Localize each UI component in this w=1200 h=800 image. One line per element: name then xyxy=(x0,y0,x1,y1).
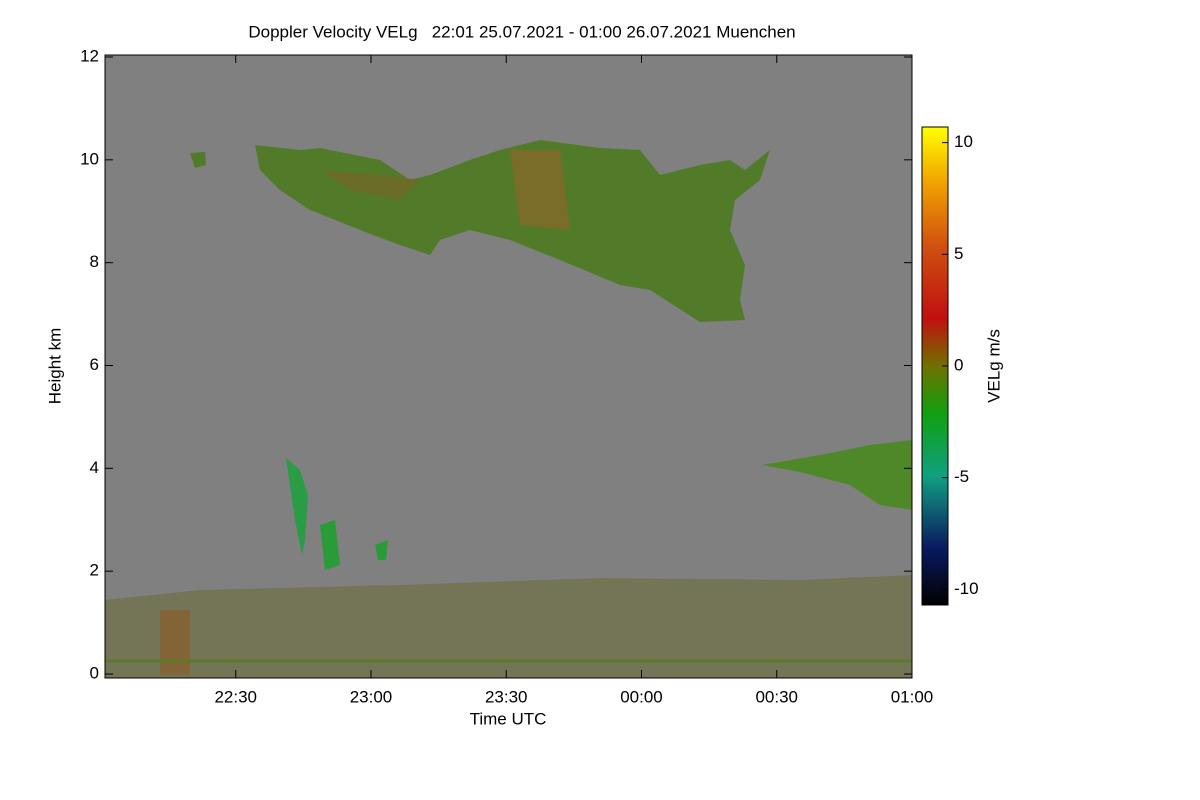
y-tick-label: 12 xyxy=(80,46,99,65)
chart-title: Doppler Velocity VELg 22:01 25.07.2021 -… xyxy=(248,22,795,41)
x-tick-label: 00:00 xyxy=(620,687,663,706)
column-echo xyxy=(286,458,308,555)
y-tick-label: 4 xyxy=(90,458,99,477)
y-tick-label: 2 xyxy=(90,561,99,580)
ground-clutter xyxy=(105,575,912,678)
colorbar-tick-label: -5 xyxy=(954,467,969,486)
colorbar-tick-label: 5 xyxy=(954,244,963,263)
x-tick-label: 23:30 xyxy=(485,687,528,706)
colorbar-tick-label: -10 xyxy=(954,579,979,598)
x-tick-label: 01:00 xyxy=(891,687,934,706)
y-tick-label: 0 xyxy=(90,663,99,682)
column-echo xyxy=(320,520,340,570)
y-tick-label: 6 xyxy=(90,355,99,374)
upper-cloud-patch xyxy=(320,170,420,200)
colorbar-tick-label: 0 xyxy=(954,355,963,374)
plot-frame xyxy=(104,54,913,679)
y-axis-label: Height km xyxy=(45,328,64,405)
clutter-patch xyxy=(160,610,190,675)
colorbar-tick-label: 10 xyxy=(954,132,973,151)
x-tick-label: 22:30 xyxy=(214,687,257,706)
small-echo xyxy=(190,152,206,168)
right-echo xyxy=(762,440,912,510)
column-echo xyxy=(375,540,388,560)
echo-regions xyxy=(105,140,912,678)
x-tick-label: 00:30 xyxy=(755,687,798,706)
upper-cloud-patch xyxy=(510,150,570,230)
y-tick-label: 10 xyxy=(80,149,99,168)
colorbar-label: VELg m/s xyxy=(984,329,1003,403)
y-tick-label: 8 xyxy=(90,252,99,271)
x-axis-label: Time UTC xyxy=(470,709,547,728)
x-tick-label: 23:00 xyxy=(350,687,393,706)
